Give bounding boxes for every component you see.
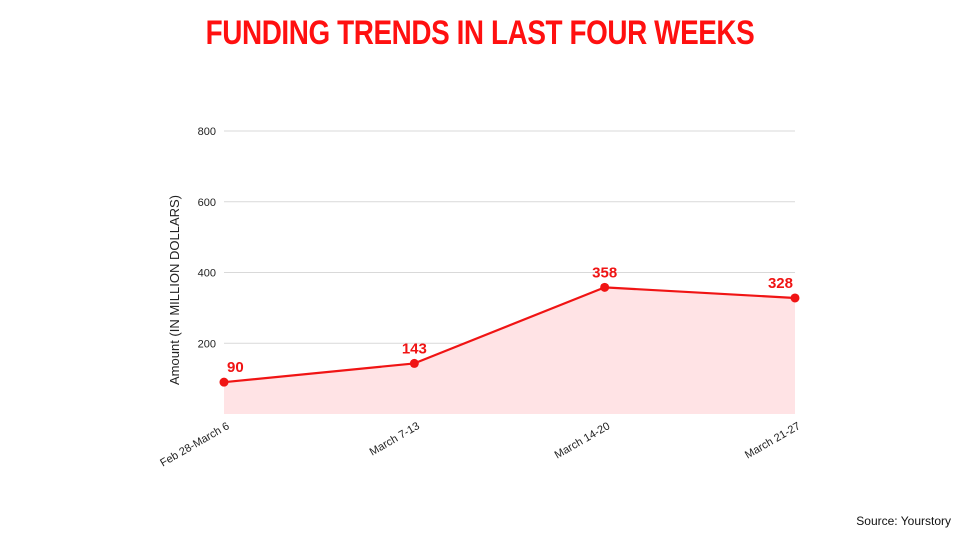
y-axis-ticks: 200 400 600 800 — [198, 126, 216, 350]
y-axis-title: Amount (IN MILLION DOLLARS) — [167, 195, 182, 385]
data-label: 90 — [227, 359, 244, 376]
data-points — [219, 282, 800, 387]
data-label: 358 — [592, 264, 617, 281]
data-point — [790, 293, 800, 303]
y-tick-label: 200 — [198, 338, 216, 350]
x-tick-label: March 7-13 — [368, 420, 422, 458]
y-tick-label: 800 — [198, 126, 216, 138]
series-line — [223, 286, 796, 384]
data-point — [409, 358, 419, 368]
x-axis-ticks: Feb 28-March 6 March 7-13 March 14-20 March… — [158, 420, 802, 469]
area-fill-layer — [224, 287, 795, 414]
x-tick-label: Feb 28-March 6 — [158, 420, 231, 469]
data-label: 143 — [402, 340, 427, 357]
data-labels: 90 143 358 328 — [227, 264, 793, 376]
series-line-layer — [223, 286, 796, 384]
source-note: Source: Yourstory — [856, 514, 951, 528]
series-area — [224, 287, 795, 414]
y-tick-label: 600 — [198, 197, 216, 209]
data-label: 328 — [768, 275, 793, 292]
x-tick-label: March 14-20 — [553, 420, 612, 461]
data-point — [219, 377, 229, 387]
y-tick-label: 400 — [198, 268, 216, 280]
chart-title: FUNDING TRENDS IN LAST FOUR WEEKS — [205, 14, 755, 52]
x-tick-label: March 21-27 — [743, 420, 802, 461]
data-point — [600, 282, 610, 292]
